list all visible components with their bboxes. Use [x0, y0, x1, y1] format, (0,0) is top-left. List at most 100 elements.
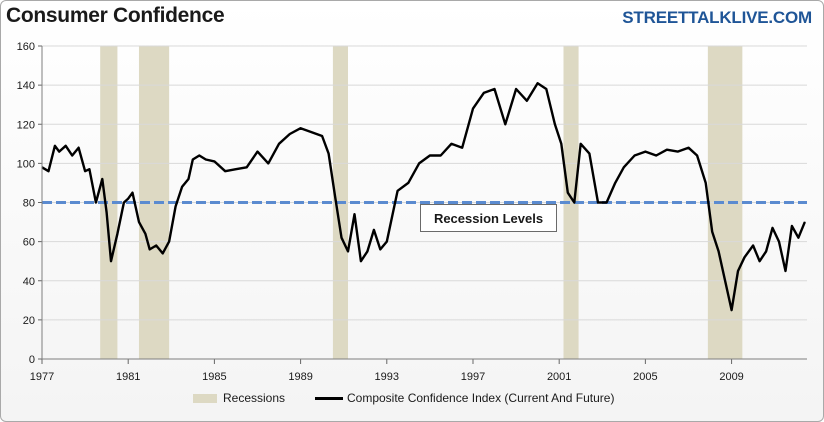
data-point: [54, 145, 56, 147]
data-point: [605, 201, 608, 204]
data-point: [299, 127, 302, 129]
data-point: [461, 147, 463, 149]
data-point: [187, 178, 190, 180]
data-point: [644, 151, 646, 153]
legend-swatch-recessions: [193, 393, 217, 403]
data-point: [106, 211, 108, 213]
data-point: [623, 166, 625, 168]
data-point: [71, 154, 73, 157]
data-point: [483, 92, 485, 94]
legend-item-recessions: Recessions: [193, 391, 285, 405]
data-point: [84, 170, 86, 172]
data-point: [224, 170, 226, 172]
series-line-1: [41, 81, 806, 312]
data-point: [515, 88, 517, 90]
data-point: [418, 162, 420, 164]
y-tick-label-80: 80: [23, 198, 35, 210]
data-point: [110, 260, 112, 262]
data-point: [58, 151, 60, 153]
data-point: [666, 149, 668, 151]
data-point: [752, 244, 754, 247]
data-point: [718, 250, 720, 253]
x-tick-label-1985: 1985: [202, 371, 226, 383]
data-point: [655, 154, 657, 157]
data-point: [743, 256, 746, 258]
data-point: [705, 182, 707, 184]
data-point: [310, 131, 312, 133]
y-tick-label-20: 20: [23, 315, 35, 327]
data-point: [450, 143, 453, 145]
y-tick-label-160: 160: [17, 41, 35, 53]
data-point: [573, 201, 575, 204]
data-point: [328, 152, 330, 155]
data-point: [554, 123, 556, 125]
data-point: [493, 88, 496, 90]
data-point: [289, 133, 291, 135]
legend: Recessions Composite Confidence Index (C…: [1, 391, 823, 411]
y-tick-label-100: 100: [17, 158, 35, 170]
data-point: [360, 260, 362, 262]
data-point: [526, 100, 528, 102]
data-point: [334, 196, 336, 198]
data-point: [730, 309, 733, 311]
x-tick-labels: 1977 1981 1985 1989 1993 1997 2001 2005 2009: [30, 371, 744, 383]
data-point: [737, 270, 739, 272]
legend-item-index: Composite Confidence Index (Current And …: [315, 391, 614, 405]
y-tick-label-0: 0: [29, 354, 35, 366]
legend-label-index: Composite Confidence Index (Current And …: [347, 391, 615, 405]
data-point: [78, 147, 80, 149]
legend-swatch-index: [315, 396, 343, 400]
data-point: [386, 241, 388, 243]
data-point: [144, 233, 147, 235]
data-point: [614, 182, 616, 184]
data-point: [373, 229, 375, 231]
data-point: [567, 192, 569, 194]
data-point: [588, 152, 590, 155]
x-tick-label-2001: 2001: [547, 371, 571, 383]
data-point: [396, 190, 399, 192]
data-point: [440, 154, 442, 157]
data-point: [65, 145, 67, 147]
data-point: [634, 154, 636, 157]
data-point: [696, 154, 698, 157]
y-tick-label-40: 40: [23, 276, 35, 288]
y-tick-labels: 0 20 40 60 80 100 120 140 160: [17, 41, 35, 366]
data-point: [560, 143, 562, 145]
data-point: [155, 244, 157, 247]
data-point: [278, 143, 280, 145]
data-point: [765, 250, 767, 253]
data-point: [116, 233, 119, 235]
data-point: [472, 108, 474, 110]
data-point: [162, 252, 164, 254]
x-tick-label-1989: 1989: [288, 371, 312, 383]
data-point: [711, 231, 713, 233]
axes: [38, 45, 807, 364]
data-point: [545, 88, 547, 90]
y-tick-label-140: 140: [17, 80, 35, 92]
data-point: [504, 123, 506, 125]
brand-watermark: STREETTALKLIVE.COM: [622, 8, 812, 27]
data-point: [175, 205, 177, 208]
data-point: [267, 162, 269, 164]
data-point: [127, 197, 129, 200]
data-point: [213, 160, 215, 163]
data-point: [131, 192, 134, 194]
data-point: [256, 151, 259, 153]
recession-levels-annotation: Recession Levels: [420, 204, 557, 232]
data-point: [181, 186, 183, 188]
data-point: [804, 221, 806, 223]
data-point: [791, 225, 793, 227]
data-point: [771, 227, 774, 229]
data-point: [778, 241, 780, 243]
data-point: [677, 151, 679, 153]
data-point: [407, 182, 409, 184]
data-point: [797, 237, 799, 239]
data-point: [321, 135, 323, 137]
x-tick-label-1997: 1997: [461, 371, 485, 383]
data-point: [580, 143, 582, 145]
data-point: [235, 168, 237, 170]
data-point: [246, 166, 248, 168]
data-point: [123, 201, 125, 204]
data-point: [429, 154, 431, 157]
